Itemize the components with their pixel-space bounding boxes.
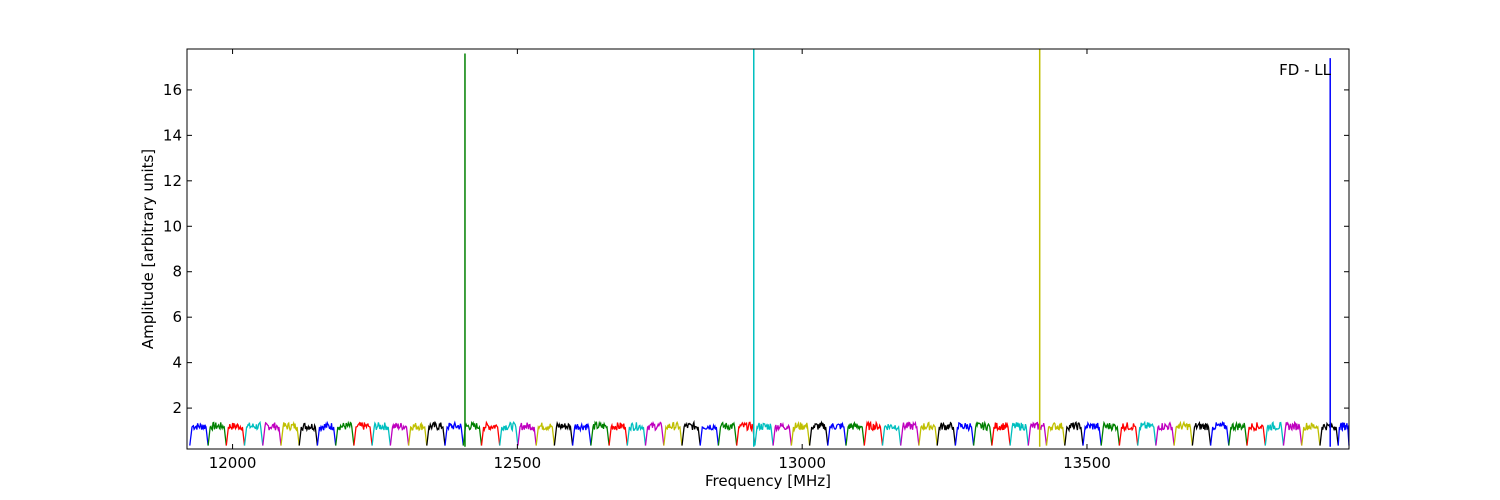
y-tick-label: 10 <box>163 217 182 235</box>
channel-trace <box>954 421 975 446</box>
channel-trace <box>1319 421 1339 446</box>
channel-trace <box>1246 422 1266 446</box>
channel-trace <box>772 421 793 446</box>
channel-trace <box>699 423 720 446</box>
channel-trace <box>845 421 865 446</box>
channel-trace <box>1228 420 1248 446</box>
spike-layer <box>464 49 1331 447</box>
channel-trace <box>1100 420 1121 446</box>
plot-frame <box>186 48 1350 450</box>
channel-trace <box>444 420 464 446</box>
channel-trace <box>335 420 355 446</box>
channel-trace <box>790 420 811 446</box>
channel-trace <box>754 422 774 446</box>
y-axis-label: Amplitude [arbitrary units] <box>139 149 157 349</box>
y-tick-label: 4 <box>172 354 182 372</box>
y-axis-ticks: 2 4 6 8 10 12 14 16 <box>163 81 1349 417</box>
channel-trace <box>1209 420 1230 446</box>
channel-trace <box>207 421 227 446</box>
channel-trace <box>426 420 446 446</box>
channel-trace <box>480 420 501 446</box>
channel-trace <box>736 421 756 446</box>
y-tick-label: 14 <box>163 126 182 144</box>
y-tick-label: 8 <box>172 263 182 281</box>
channel-trace <box>644 420 665 446</box>
plot-background <box>187 49 1349 449</box>
channel-trace <box>280 420 300 446</box>
channel-trace <box>1118 422 1139 446</box>
channel-trace <box>881 423 902 446</box>
channel-trace <box>1264 420 1285 446</box>
channel-trace <box>389 422 410 446</box>
channel-trace <box>316 420 337 446</box>
channel-trace <box>717 421 738 446</box>
annotation-label: FD - LL <box>1279 61 1331 79</box>
channel-trace <box>1191 420 1212 446</box>
y-tick-label: 6 <box>172 308 182 326</box>
channel-trace <box>663 420 683 446</box>
channel-trace <box>262 421 282 446</box>
channel-trace <box>1045 422 1066 446</box>
channel-trace <box>553 420 574 446</box>
channel-trace <box>608 422 628 446</box>
channel-trace <box>1137 420 1157 446</box>
channel-trace <box>936 421 957 446</box>
series-layer <box>189 419 1350 446</box>
channel-trace <box>827 421 847 446</box>
channel-trace <box>1027 421 1048 446</box>
channel-trace <box>972 420 993 446</box>
channel-trace <box>462 420 483 446</box>
channel-trace <box>407 421 428 446</box>
x-axis-label: Frequency [MHz] <box>705 472 831 490</box>
channel-trace <box>1082 421 1102 446</box>
channel-trace <box>1064 421 1084 446</box>
channel-trace <box>1301 422 1321 446</box>
channel-trace <box>298 422 319 446</box>
channel-trace <box>681 419 701 446</box>
channel-trace <box>1173 420 1194 446</box>
channel-trace <box>918 421 938 446</box>
x-tick-label: 13500 <box>1063 454 1111 472</box>
channel-trace <box>863 420 884 446</box>
x-tick-label: 12500 <box>494 454 542 472</box>
channel-trace <box>1009 422 1029 446</box>
channel-trace <box>626 421 647 446</box>
channel-trace <box>1155 421 1175 446</box>
channel-trace <box>517 422 537 446</box>
channel-trace <box>535 422 556 446</box>
channel-trace <box>900 420 920 446</box>
channel-trace <box>991 421 1011 446</box>
channel-trace <box>353 421 373 446</box>
channel-trace <box>808 420 829 446</box>
channel-trace <box>225 422 246 446</box>
x-tick-label: 12000 <box>209 454 257 472</box>
channel-trace <box>499 420 519 446</box>
y-tick-label: 12 <box>163 172 182 190</box>
x-tick-label: 13000 <box>778 454 826 472</box>
x-axis-ticks: 12000 12500 13000 13500 <box>209 49 1111 472</box>
channel-trace <box>189 422 209 446</box>
channel-trace <box>571 421 592 446</box>
y-tick-label: 2 <box>172 399 182 417</box>
channel-trace <box>243 420 264 446</box>
y-tick-label: 16 <box>163 81 182 99</box>
channel-trace <box>371 421 392 446</box>
channel-trace <box>1337 422 1350 446</box>
channel-trace <box>590 420 610 446</box>
channel-trace <box>1282 420 1303 446</box>
